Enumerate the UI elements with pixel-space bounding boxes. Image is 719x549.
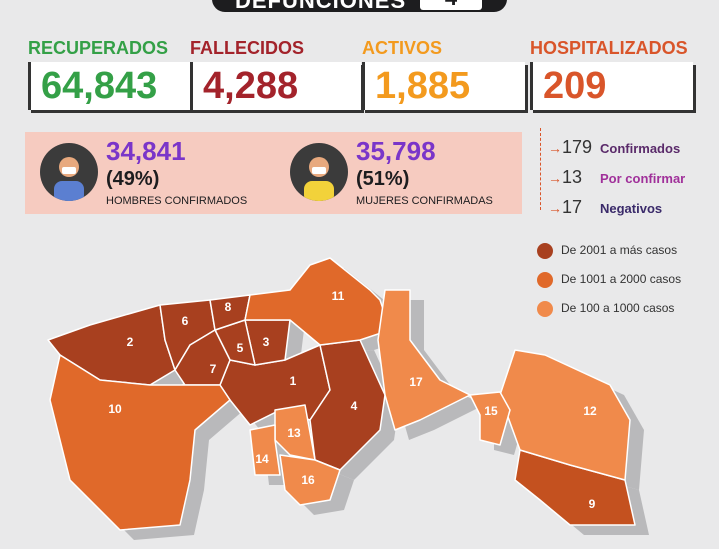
person-icon bbox=[54, 157, 84, 201]
gender-count: 34,841 bbox=[106, 136, 186, 166]
municipality-label: 7 bbox=[210, 362, 217, 376]
legend-swatch bbox=[537, 272, 553, 288]
stat-label: HOSPITALIZADOS bbox=[530, 38, 688, 58]
municipality-label: 14 bbox=[255, 452, 269, 466]
municipality-label: 11 bbox=[332, 289, 345, 303]
breakdown-value: 13 bbox=[562, 167, 583, 187]
legend-swatch bbox=[537, 243, 553, 259]
municipality-label: 8 bbox=[225, 300, 232, 314]
municipality-label: 3 bbox=[263, 335, 270, 349]
municipality-label: 16 bbox=[301, 473, 315, 487]
avatar-icon bbox=[290, 143, 348, 201]
municipality-label: 10 bbox=[108, 402, 122, 416]
stat-label: RECUPERADOS bbox=[28, 38, 169, 58]
breakdown-label: Confirmados bbox=[600, 141, 681, 156]
stat-label: FALLECIDOS bbox=[190, 38, 305, 58]
municipality-label: 2 bbox=[127, 335, 134, 349]
municipality-label: 1 bbox=[290, 374, 297, 388]
municipality-label: 13 bbox=[287, 426, 301, 440]
municipality bbox=[249, 424, 281, 476]
legend-item: De 2001 a más casos bbox=[537, 243, 677, 259]
municipality-label: 4 bbox=[351, 399, 358, 413]
arrow: → bbox=[548, 170, 562, 186]
header-title: DEFUNCIONES bbox=[235, 0, 407, 13]
legend-item: De 1001 a 2000 casos bbox=[537, 272, 681, 288]
arrow: → bbox=[548, 200, 562, 216]
municipality-label: 12 bbox=[583, 404, 597, 418]
stat-value: 209 bbox=[530, 62, 693, 110]
stat-value: 4,288 bbox=[190, 62, 361, 110]
breakdown-label: Por confirmar bbox=[600, 171, 686, 186]
header-value: 4 bbox=[420, 0, 482, 10]
municipality-label: 15 bbox=[484, 404, 498, 418]
person-icon bbox=[304, 157, 334, 201]
breakdown-row: →13 Por confirmar bbox=[548, 167, 685, 188]
gender-percent: (51%) bbox=[356, 168, 410, 190]
breakdown-label: Negativos bbox=[600, 201, 663, 216]
breakdown-row: →179 Confirmados bbox=[548, 137, 680, 158]
legend-item: De 100 a 1000 casos bbox=[537, 301, 674, 317]
gender-label: HOMBRES CONFIRMADOS bbox=[106, 195, 248, 207]
municipality bbox=[279, 454, 341, 506]
bracket-line bbox=[540, 128, 541, 210]
gender-label: MUJERES CONFIRMADAS bbox=[356, 195, 493, 207]
breakdown-value: 179 bbox=[562, 137, 593, 157]
legend-label: De 2001 a más casos bbox=[561, 243, 678, 258]
gender-percent: (49%) bbox=[106, 168, 160, 190]
breakdown-row: →17 Negativos bbox=[548, 197, 662, 218]
arrow: → bbox=[548, 140, 562, 156]
breakdown-value: 17 bbox=[562, 197, 583, 217]
gender-count: 35,798 bbox=[356, 136, 436, 166]
avatar-icon bbox=[40, 143, 98, 201]
map-regions bbox=[47, 257, 636, 531]
stat-label: ACTIVOS bbox=[362, 38, 443, 58]
gender-panel bbox=[25, 132, 522, 214]
municipality-label: 6 bbox=[182, 314, 189, 328]
municipality-label: 9 bbox=[589, 497, 596, 511]
legend-label: De 100 a 1000 casos bbox=[561, 301, 675, 316]
municipality bbox=[377, 289, 471, 431]
municipality bbox=[469, 391, 511, 446]
municipality-label: 5 bbox=[237, 341, 244, 355]
legend-label: De 1001 a 2000 casos bbox=[561, 272, 682, 287]
municipality bbox=[49, 354, 231, 531]
stat-value: 64,843 bbox=[28, 62, 191, 110]
municipality-label: 17 bbox=[409, 375, 423, 389]
legend-swatch bbox=[537, 301, 553, 317]
stat-value: 1,885 bbox=[362, 62, 525, 110]
